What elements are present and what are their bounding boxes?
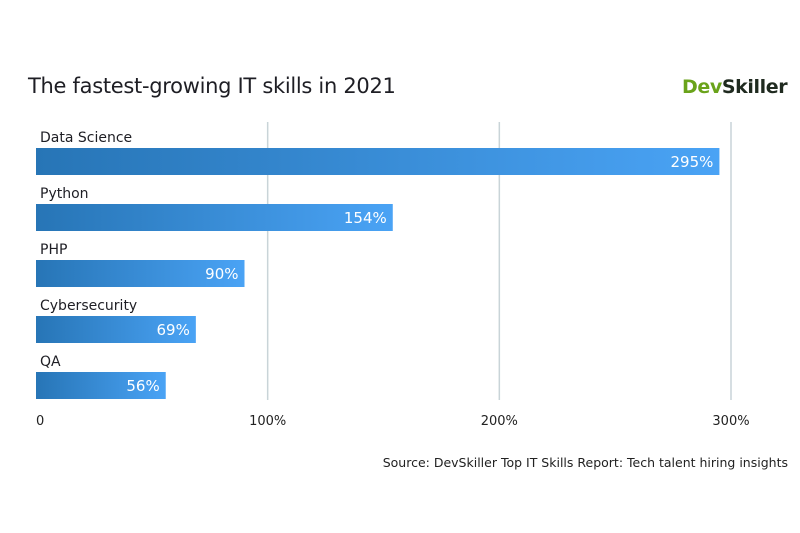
category-label: PHP xyxy=(40,242,67,258)
source-note: Source: DevSkiller Top IT Skills Report:… xyxy=(382,455,788,470)
bar-group: QA 56% xyxy=(36,354,166,399)
bar-group: Python 154% xyxy=(36,186,393,231)
bar-group: PHP 90% xyxy=(36,242,245,287)
bar-value-label: 154% xyxy=(344,209,387,227)
devskiller-logo: DevSkiller xyxy=(682,76,788,98)
bar-value-label: 69% xyxy=(157,321,190,339)
bar xyxy=(36,316,196,343)
bar-value-label: 56% xyxy=(126,377,159,395)
logo-part-skiller: Skiller xyxy=(721,76,788,98)
x-tick-label: 200% xyxy=(481,414,518,429)
x-tick-label: 300% xyxy=(712,414,749,429)
category-label: Data Science xyxy=(40,130,132,146)
category-label: QA xyxy=(40,354,61,370)
logo-part-dev: Dev xyxy=(682,76,722,98)
category-label: Python xyxy=(40,186,89,202)
x-axis-ticks: 0 100% 200% 300% xyxy=(36,414,750,429)
bar xyxy=(36,260,245,287)
bar-group: Data Science 295% xyxy=(36,130,720,175)
x-tick-label: 0 xyxy=(36,414,44,429)
category-label: Cybersecurity xyxy=(40,298,137,314)
x-tick-label: 100% xyxy=(249,414,286,429)
bar xyxy=(36,148,720,175)
bar-value-label: 295% xyxy=(671,153,714,171)
bar-value-label: 90% xyxy=(205,265,238,283)
chart-title: The fastest-growing IT skills in 2021 xyxy=(28,74,396,98)
bar xyxy=(36,204,393,231)
bars: Data Science 295% Python 154% PHP 90% Cybersec… xyxy=(36,130,720,399)
bar-group: Cybersecurity 69% xyxy=(36,298,196,343)
bar xyxy=(36,372,166,399)
